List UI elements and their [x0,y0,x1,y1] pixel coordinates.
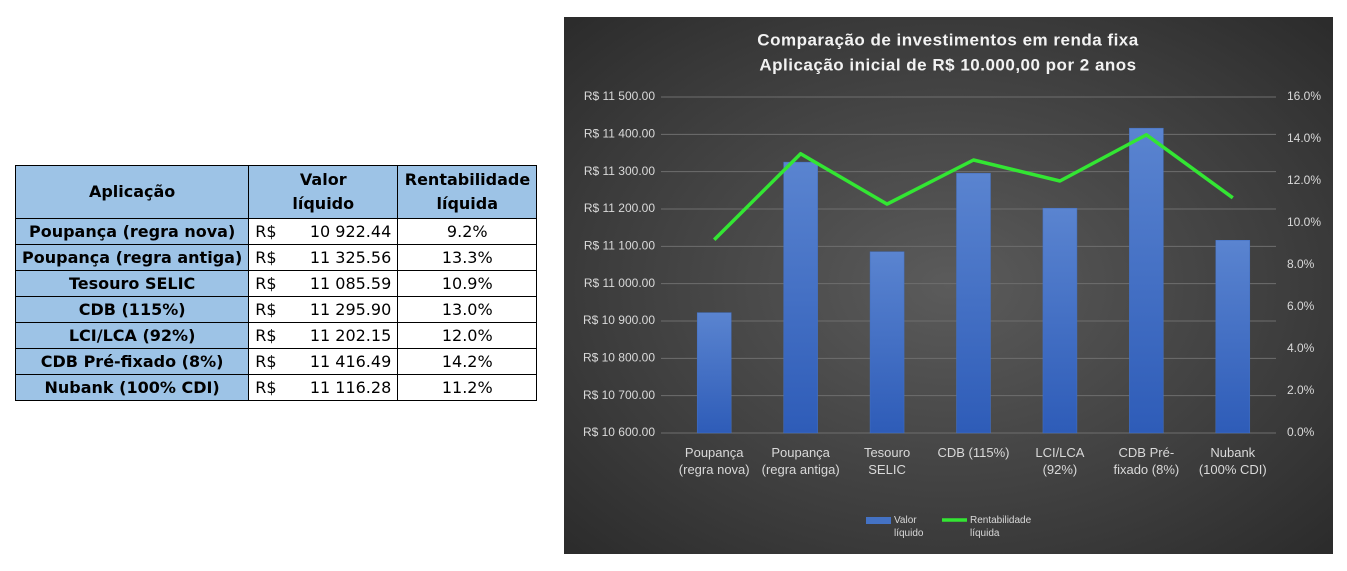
y-tick-label: R$ 11 000.00 [584,276,655,290]
bar [956,172,991,434]
header-cell: Rentabilidade líquida [397,165,538,219]
y-tick-label: R$ 10 600.00 [583,425,655,439]
amount: 10 922.44 [309,222,392,241]
bar [869,251,905,434]
header-text: Aplicação [88,182,176,201]
return-cell: 13.3% [397,244,538,271]
row-name: Nubank (100% CDI) [14,374,250,401]
y2-tick-label: 16.0% [1287,89,1321,103]
y2-tick-label: 12.0% [1287,173,1321,187]
legend-label: Rentabilidade líquida [970,515,1032,539]
currency: R$ [255,352,277,371]
chart: Comparação de investimentos em renda fix… [583,30,1321,524]
row-name: CDB Pré-fixado (8%) [14,348,250,375]
y-tick-label: R$ 11 100.00 [584,239,655,253]
investment-table: Aplicação Valor líquido Rentabilidade líqu… [14,165,538,401]
table-header: Aplicação Valor líquido Rentabilidade líqu… [14,165,538,219]
header-cell: Valor líquido [248,165,399,219]
legend-label: Valor líquido [894,515,924,539]
y-tick-label: R$ 11 300.00 [584,164,655,178]
y-tick-label: R$ 11 200.00 [584,201,655,215]
table-body: Poupança (regra nova) R$ 10 922.44 9.2% Poup… [14,218,538,401]
header-text: Valor líquido [292,170,355,213]
return-cell: 14.2% [397,348,538,375]
x-tick-label: LCI/LCA (92%) [1035,445,1085,477]
chart-subtitle: Aplicação inicial de R$ 10.000,00 por 2 … [759,55,1136,74]
return-cell: 11.2% [397,374,538,401]
currency: R$ [255,222,277,241]
x-tick-label: CDB (115%) [937,445,1010,460]
x-tick-label: Poupança (regra nova) [678,445,750,477]
row-name: LCI/LCA (92%) [14,322,250,349]
row-name: Poupança (regra nova) [14,218,250,245]
x-tick-label: Poupança (regra antiga) [761,445,840,477]
currency: R$ [255,248,277,267]
header-text: Rentabilidade líquida [404,170,531,213]
amount: 11 202.15 [309,326,392,345]
header-cell: Aplicação [14,165,250,219]
value-cell: R$ 11 085.59 [248,270,399,297]
return-cell: 12.0% [397,322,538,349]
x-tick-label: Nubank (100% CDI) [1198,445,1267,477]
amount: 11 295.90 [309,300,392,319]
value-cell: R$ 11 295.90 [248,296,399,323]
currency: R$ [255,274,277,293]
legend-swatch [866,517,891,524]
amount: 11 325.56 [309,248,392,267]
amount: 11 085.59 [309,274,392,293]
y-tick-label: R$ 10 800.00 [583,351,655,365]
y2-tick-label: 8.0% [1287,257,1315,271]
value-cell: R$ 10 922.44 [248,218,399,245]
return-cell: 9.2% [397,218,538,245]
bar [1215,240,1251,434]
bar [783,161,818,434]
y-tick-label: R$ 10 700.00 [583,388,655,402]
chart-panel: Comparação de investimentos em renda fix… [564,17,1333,554]
return-cell: 10.9% [397,270,538,297]
row-name: Tesouro SELIC [14,270,250,297]
currency: R$ [255,300,277,319]
currency: R$ [255,378,277,397]
chart-title: Comparação de investimentos em renda fix… [757,30,1138,49]
table-row: Tesouro SELIC R$ 11 085.59 10.9% [14,270,538,297]
x-tick-label: Tesouro SELIC [863,445,911,477]
value-cell: R$ 11 202.15 [248,322,399,349]
bar [1042,207,1078,434]
table-row: Nubank (100% CDI) R$ 11 116.28 11.2% [14,374,538,401]
value-cell: R$ 11 416.49 [248,348,399,375]
line [712,133,1234,242]
table-row: Poupança (regra antiga) R$ 11 325.56 13.3% [14,244,538,271]
y2-tick-label: 4.0% [1287,341,1315,355]
amount: 11 416.49 [309,352,392,371]
y2-tick-label: 2.0% [1287,383,1315,397]
table-row: LCI/LCA (92%) R$ 11 202.15 12.0% [14,322,538,349]
bar [696,312,732,434]
amount: 11 116.28 [309,378,392,397]
currency: R$ [255,326,277,345]
value-cell: R$ 11 325.56 [248,244,399,271]
table-row: CDB (115%) R$ 11 295.90 13.0% [14,296,538,323]
y2-tick-label: 6.0% [1287,299,1315,313]
y-tick-label: R$ 10 900.00 [583,313,655,327]
x-tick-label: CDB Pré-fixado (8%) [1113,445,1180,477]
y2-tick-label: 14.0% [1287,131,1321,145]
table-row: Poupança (regra nova) R$ 10 922.44 9.2% [14,218,538,245]
y-tick-label: R$ 11 400.00 [584,127,655,141]
return-cell: 13.0% [397,296,538,323]
row-name: CDB (115%) [14,296,250,323]
table-row: CDB Pré-fixado (8%) R$ 11 416.49 14.2% [14,348,538,375]
bar [1129,127,1164,434]
row-name: Poupança (regra antiga) [14,244,250,271]
y-tick-label: R$ 11 500.00 [584,89,655,103]
y2-tick-label: 0.0% [1287,425,1315,439]
value-cell: R$ 11 116.28 [248,374,399,401]
y2-tick-label: 10.0% [1287,215,1321,229]
